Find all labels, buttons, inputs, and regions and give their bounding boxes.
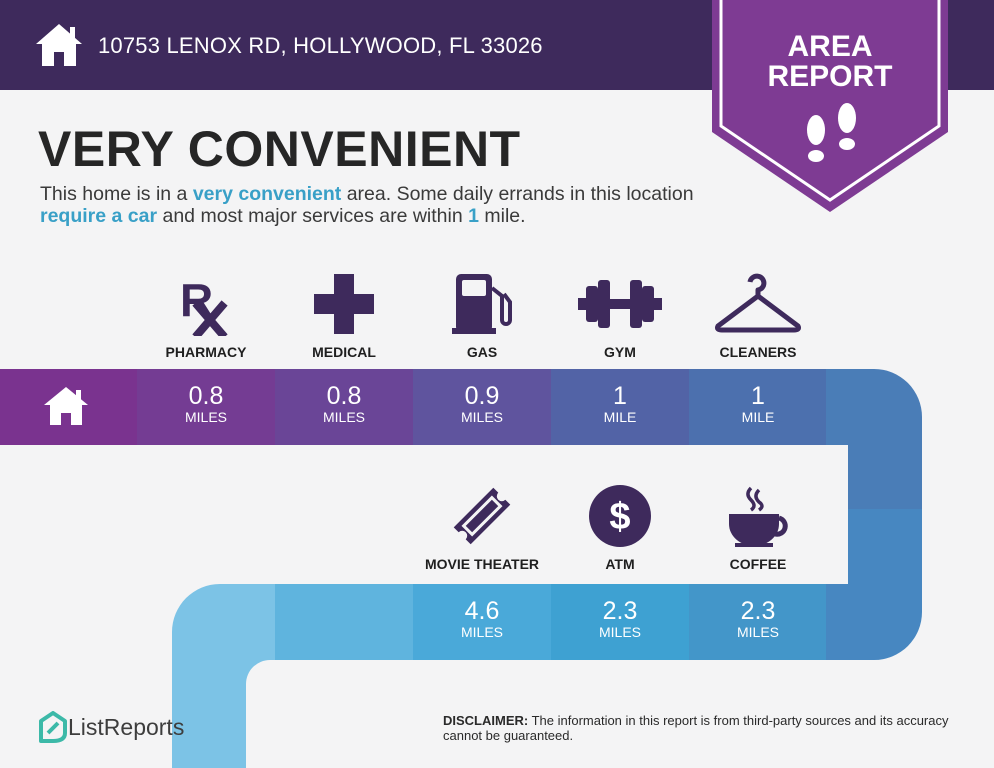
listreports-logo-text: ListReports bbox=[68, 714, 185, 740]
footprints-icon bbox=[807, 103, 856, 162]
distance-pharmacy: 0.8 MILES bbox=[184, 382, 227, 425]
distance-cleaners: 1 MILE bbox=[741, 382, 775, 425]
svg-text:$: $ bbox=[609, 496, 630, 538]
distance-medical: 0.8 MILES bbox=[322, 382, 365, 425]
page-title: VERY CONVENIENT bbox=[38, 121, 521, 177]
distance-atm: 2.3 MILES bbox=[598, 597, 641, 640]
distance-coffee: 2.3 MILES bbox=[736, 597, 779, 640]
medical-cross-icon bbox=[314, 274, 374, 334]
place-gas: GAS bbox=[413, 272, 551, 360]
ticket-icon bbox=[453, 487, 511, 545]
distance-movie-theater: 4.6 MILES bbox=[460, 597, 503, 640]
place-medical: MEDICAL bbox=[275, 272, 413, 360]
dollar-icon: $ bbox=[589, 485, 651, 547]
rx-icon: R bbox=[180, 274, 228, 336]
listreports-logo-icon bbox=[39, 711, 67, 743]
disclaimer: DISCLAIMER: The information in this repo… bbox=[443, 713, 949, 743]
distance-gym: 1 MILE bbox=[603, 382, 637, 425]
area-report-badge bbox=[712, 0, 948, 212]
place-gym: GYM bbox=[551, 272, 689, 360]
house-icon bbox=[36, 24, 82, 66]
place-pharmacy: R PHARMACY bbox=[165, 274, 247, 360]
coffee-cup-icon bbox=[729, 486, 788, 547]
house-icon bbox=[44, 387, 88, 425]
property-address: 10753 LENOX RD, HOLLYWOOD, FL 33026 bbox=[98, 33, 543, 58]
gas-pump-icon bbox=[452, 274, 512, 334]
place-coffee: COFFEE bbox=[689, 484, 827, 572]
place-cleaners: CLEANERS bbox=[689, 272, 827, 360]
badge-title: AREA REPORT bbox=[767, 30, 893, 93]
place-movie-theater: MOVIE THEATER bbox=[413, 484, 551, 572]
place-atm: $ ATM bbox=[551, 484, 689, 572]
dumbbell-icon bbox=[578, 280, 662, 328]
distance-gas: 0.9 MILES bbox=[460, 382, 503, 425]
summary-text: This home is in a very convenient area. … bbox=[40, 183, 694, 227]
hanger-icon bbox=[715, 273, 801, 333]
